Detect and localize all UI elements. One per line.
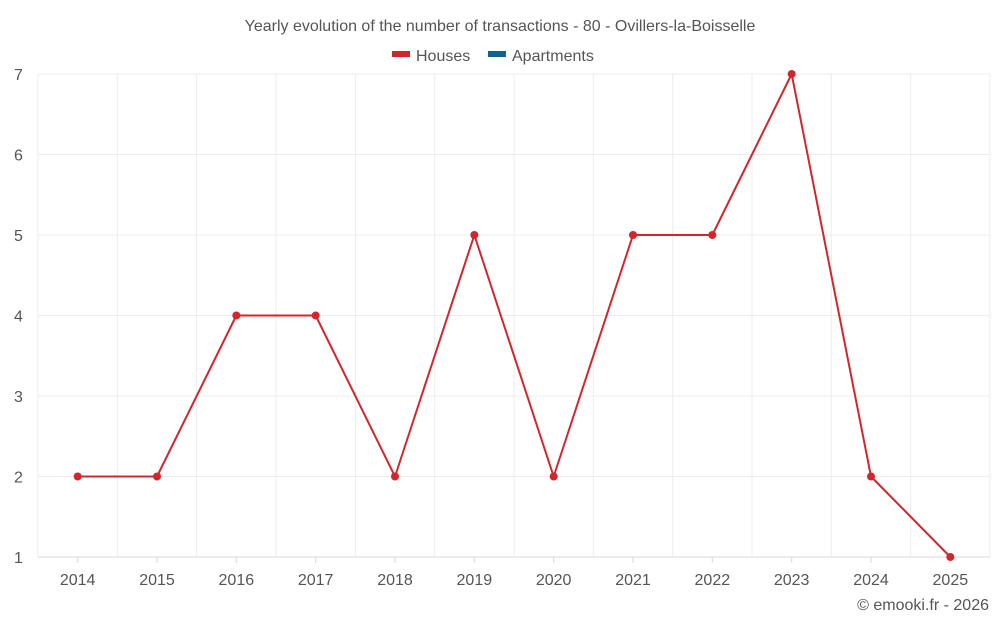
y-axis: 1 2 3 4 5 6 7: [14, 67, 23, 567]
data-point[interactable]: [867, 472, 875, 481]
x-tick-label: 2014: [60, 572, 96, 589]
data-point[interactable]: [153, 472, 161, 481]
credit-text: © emooki.fr - 2026: [857, 597, 989, 614]
y-tick-label: 5: [14, 228, 23, 245]
y-tick-label: 3: [14, 389, 23, 406]
y-tick-label: 1: [14, 550, 23, 567]
x-tick-label: 2019: [457, 572, 493, 589]
x-tick-label: 2022: [695, 572, 731, 589]
x-tick-label: 2017: [298, 572, 334, 589]
x-tick-label: 2015: [139, 572, 175, 589]
data-point[interactable]: [708, 231, 717, 239]
data-point[interactable]: [946, 553, 955, 561]
y-tick-label: 2: [14, 470, 23, 487]
series-houses: [73, 70, 955, 561]
data-point[interactable]: [391, 472, 399, 481]
y-tick-label: 4: [14, 309, 23, 326]
y-tick-label: 6: [14, 148, 23, 165]
legend-swatch-houses: [392, 51, 410, 57]
legend-item-apartments[interactable]: Apartments: [488, 48, 594, 65]
legend-item-houses[interactable]: Houses: [392, 48, 470, 65]
data-point[interactable]: [629, 231, 637, 239]
legend: Houses Apartments: [392, 48, 594, 65]
y-tick-label: 7: [14, 67, 23, 84]
x-tick-label: 2018: [377, 572, 413, 589]
x-axis: 2014 2015 2016 2017 2018 2019 2020 2021 2022 2023…: [60, 557, 968, 589]
grid: [37, 73, 991, 558]
x-tick-label: 2024: [853, 572, 889, 589]
legend-swatch-apartments: [488, 51, 506, 57]
x-tick-label: 2021: [615, 572, 651, 589]
data-point[interactable]: [787, 70, 796, 78]
data-point[interactable]: [470, 231, 479, 239]
legend-label-apartments: Apartments: [512, 48, 594, 65]
x-tick-label: 2020: [536, 572, 572, 589]
chart-title: Yearly evolution of the number of transa…: [245, 18, 756, 35]
data-point[interactable]: [311, 311, 320, 320]
data-point[interactable]: [232, 311, 241, 320]
data-point[interactable]: [549, 472, 558, 481]
legend-label-houses: Houses: [416, 48, 470, 65]
x-tick-label: 2023: [774, 572, 810, 589]
x-tick-label: 2016: [219, 572, 255, 589]
data-point[interactable]: [73, 472, 82, 481]
series-line: [77, 73, 952, 558]
x-tick-label: 2025: [933, 572, 969, 589]
